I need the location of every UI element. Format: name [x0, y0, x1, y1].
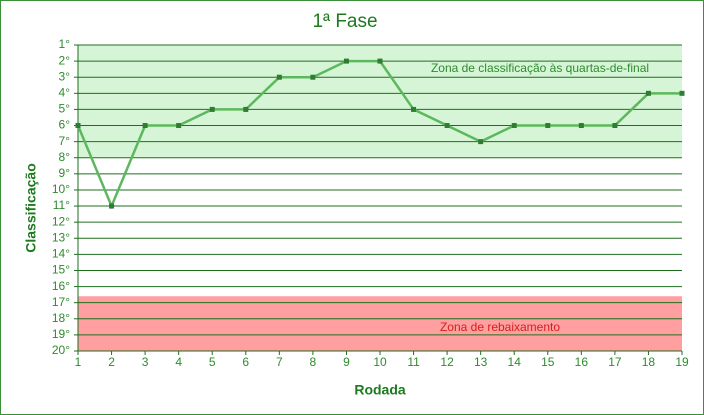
point-marker — [343, 58, 349, 64]
x-tick-label: 14 — [508, 355, 522, 369]
point-marker — [545, 123, 551, 129]
x-tick-label: 15 — [541, 355, 555, 369]
point-marker — [142, 123, 148, 129]
y-axis-label: Classificação — [23, 163, 39, 253]
x-tick-label: 16 — [575, 355, 589, 369]
point-marker — [444, 123, 450, 129]
x-tick-label: 17 — [608, 355, 622, 369]
x-tick-label: 13 — [474, 355, 488, 369]
x-tick-label: 4 — [175, 355, 182, 369]
y-tick-label: 9° — [59, 166, 71, 180]
y-tick-label: 12° — [52, 214, 70, 228]
point-marker — [176, 123, 182, 129]
y-tick-label: 19° — [52, 327, 70, 341]
point-marker — [411, 106, 417, 112]
x-tick-label: 2 — [108, 355, 115, 369]
point-marker — [645, 90, 651, 96]
point-marker — [75, 123, 81, 129]
point-marker — [276, 74, 282, 80]
zone-band — [78, 45, 682, 158]
x-tick-label: 12 — [440, 355, 454, 369]
y-tick-label: 14° — [52, 247, 70, 261]
point-marker — [109, 203, 115, 209]
point-marker — [310, 74, 316, 80]
y-tick-label: 10° — [52, 182, 70, 196]
x-tick-label: 8 — [310, 355, 317, 369]
zone-band — [78, 296, 682, 351]
point-marker — [478, 139, 484, 145]
x-tick-label: 3 — [142, 355, 149, 369]
x-tick-label: 9 — [343, 355, 350, 369]
y-tick-label: 8° — [59, 150, 71, 164]
y-tick-label: 6° — [59, 118, 71, 132]
y-tick-label: 17° — [52, 295, 70, 309]
x-tick-label: 5 — [209, 355, 216, 369]
y-tick-label: 11° — [53, 198, 70, 212]
point-marker — [511, 123, 517, 129]
point-marker — [377, 58, 383, 64]
x-axis-label: Rodada — [354, 382, 406, 398]
y-tick-label: 1° — [59, 37, 71, 51]
point-marker — [578, 123, 584, 129]
zone-label: Zona de rebaixamento — [440, 320, 560, 334]
point-marker — [209, 106, 215, 112]
point-marker — [679, 90, 685, 96]
x-tick-label: 18 — [642, 355, 656, 369]
chart-title: 1ª Fase — [312, 11, 377, 32]
y-tick-label: 2° — [59, 53, 71, 67]
y-tick-label: 13° — [52, 230, 70, 244]
zone-label: Zona de classificação às quartas-de-fina… — [431, 61, 649, 75]
x-tick-label: 7 — [276, 355, 283, 369]
x-tick-label: 1 — [75, 355, 82, 369]
x-tick-label: 11 — [407, 355, 420, 369]
y-tick-label: 18° — [52, 311, 70, 325]
y-tick-label: 7° — [59, 134, 71, 148]
y-tick-label: 5° — [59, 102, 71, 116]
point-marker — [243, 106, 249, 112]
y-tick-label: 15° — [52, 263, 70, 277]
y-tick-label: 4° — [59, 85, 71, 99]
y-tick-label: 20° — [52, 343, 70, 357]
y-tick-label: 3° — [59, 69, 71, 83]
point-marker — [612, 123, 618, 129]
x-tick-label: 10 — [373, 355, 387, 369]
x-tick-label: 6 — [242, 355, 249, 369]
y-tick-label: 16° — [52, 279, 70, 293]
x-tick-label: 19 — [675, 355, 689, 369]
